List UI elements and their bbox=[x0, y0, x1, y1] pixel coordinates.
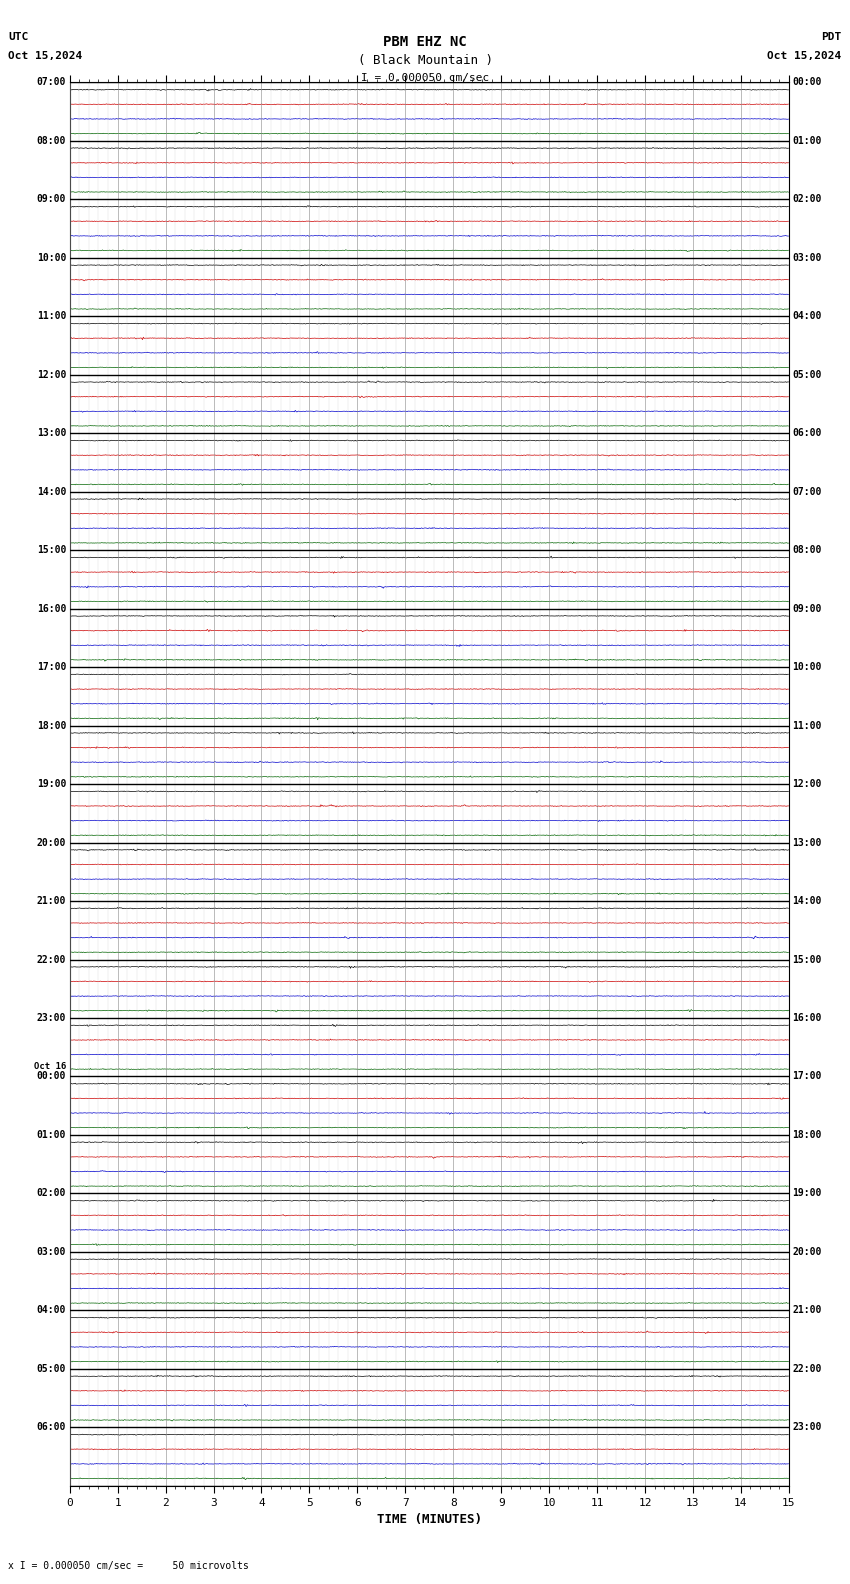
Text: 22:00: 22:00 bbox=[792, 1364, 822, 1373]
Text: 05:00: 05:00 bbox=[792, 369, 822, 380]
Text: 20:00: 20:00 bbox=[37, 838, 66, 847]
Text: 12:00: 12:00 bbox=[37, 369, 66, 380]
Text: Oct 16: Oct 16 bbox=[34, 1061, 66, 1071]
Text: 16:00: 16:00 bbox=[792, 1014, 822, 1023]
Text: 09:00: 09:00 bbox=[37, 195, 66, 204]
Text: 18:00: 18:00 bbox=[37, 721, 66, 730]
Text: 08:00: 08:00 bbox=[792, 545, 822, 554]
Text: 20:00: 20:00 bbox=[792, 1247, 822, 1256]
Text: 16:00: 16:00 bbox=[37, 604, 66, 613]
Text: 22:00: 22:00 bbox=[37, 955, 66, 965]
Text: 23:00: 23:00 bbox=[37, 1014, 66, 1023]
Text: 19:00: 19:00 bbox=[792, 1188, 822, 1199]
Text: 12:00: 12:00 bbox=[792, 779, 822, 789]
Text: 07:00: 07:00 bbox=[792, 486, 822, 497]
Text: 04:00: 04:00 bbox=[37, 1305, 66, 1315]
Text: 11:00: 11:00 bbox=[792, 721, 822, 730]
Text: 18:00: 18:00 bbox=[792, 1129, 822, 1140]
Text: 10:00: 10:00 bbox=[37, 253, 66, 263]
Text: 14:00: 14:00 bbox=[37, 486, 66, 497]
Text: 07:00: 07:00 bbox=[37, 78, 66, 87]
Text: 03:00: 03:00 bbox=[792, 253, 822, 263]
Text: ( Black Mountain ): ( Black Mountain ) bbox=[358, 54, 492, 67]
Text: 17:00: 17:00 bbox=[37, 662, 66, 672]
Text: 02:00: 02:00 bbox=[37, 1188, 66, 1199]
X-axis label: TIME (MINUTES): TIME (MINUTES) bbox=[377, 1513, 482, 1525]
Text: UTC: UTC bbox=[8, 32, 29, 41]
Text: PBM EHZ NC: PBM EHZ NC bbox=[383, 35, 467, 49]
Text: 01:00: 01:00 bbox=[37, 1129, 66, 1140]
Text: 17:00: 17:00 bbox=[792, 1071, 822, 1082]
Text: 06:00: 06:00 bbox=[37, 1422, 66, 1432]
Text: 04:00: 04:00 bbox=[792, 312, 822, 322]
Text: 08:00: 08:00 bbox=[37, 136, 66, 146]
Text: 23:00: 23:00 bbox=[792, 1422, 822, 1432]
Text: x I = 0.000050 cm/sec =     50 microvolts: x I = 0.000050 cm/sec = 50 microvolts bbox=[8, 1562, 249, 1571]
Text: Oct 15,2024: Oct 15,2024 bbox=[8, 51, 82, 60]
Text: Oct 15,2024: Oct 15,2024 bbox=[768, 51, 842, 60]
Text: 00:00: 00:00 bbox=[792, 78, 822, 87]
Text: 11:00: 11:00 bbox=[37, 312, 66, 322]
Text: 21:00: 21:00 bbox=[37, 897, 66, 906]
Text: 15:00: 15:00 bbox=[37, 545, 66, 554]
Text: 14:00: 14:00 bbox=[792, 897, 822, 906]
Text: 10:00: 10:00 bbox=[792, 662, 822, 672]
Text: 13:00: 13:00 bbox=[37, 428, 66, 439]
Text: 06:00: 06:00 bbox=[792, 428, 822, 439]
Text: 19:00: 19:00 bbox=[37, 779, 66, 789]
Text: 02:00: 02:00 bbox=[792, 195, 822, 204]
Text: 00:00: 00:00 bbox=[37, 1071, 66, 1082]
Text: 21:00: 21:00 bbox=[792, 1305, 822, 1315]
Text: 09:00: 09:00 bbox=[792, 604, 822, 613]
Text: 05:00: 05:00 bbox=[37, 1364, 66, 1373]
Text: 15:00: 15:00 bbox=[792, 955, 822, 965]
Text: 13:00: 13:00 bbox=[792, 838, 822, 847]
Text: 03:00: 03:00 bbox=[37, 1247, 66, 1256]
Text: PDT: PDT bbox=[821, 32, 842, 41]
Text: I = 0.000050 cm/sec: I = 0.000050 cm/sec bbox=[361, 73, 489, 82]
Text: 01:00: 01:00 bbox=[792, 136, 822, 146]
